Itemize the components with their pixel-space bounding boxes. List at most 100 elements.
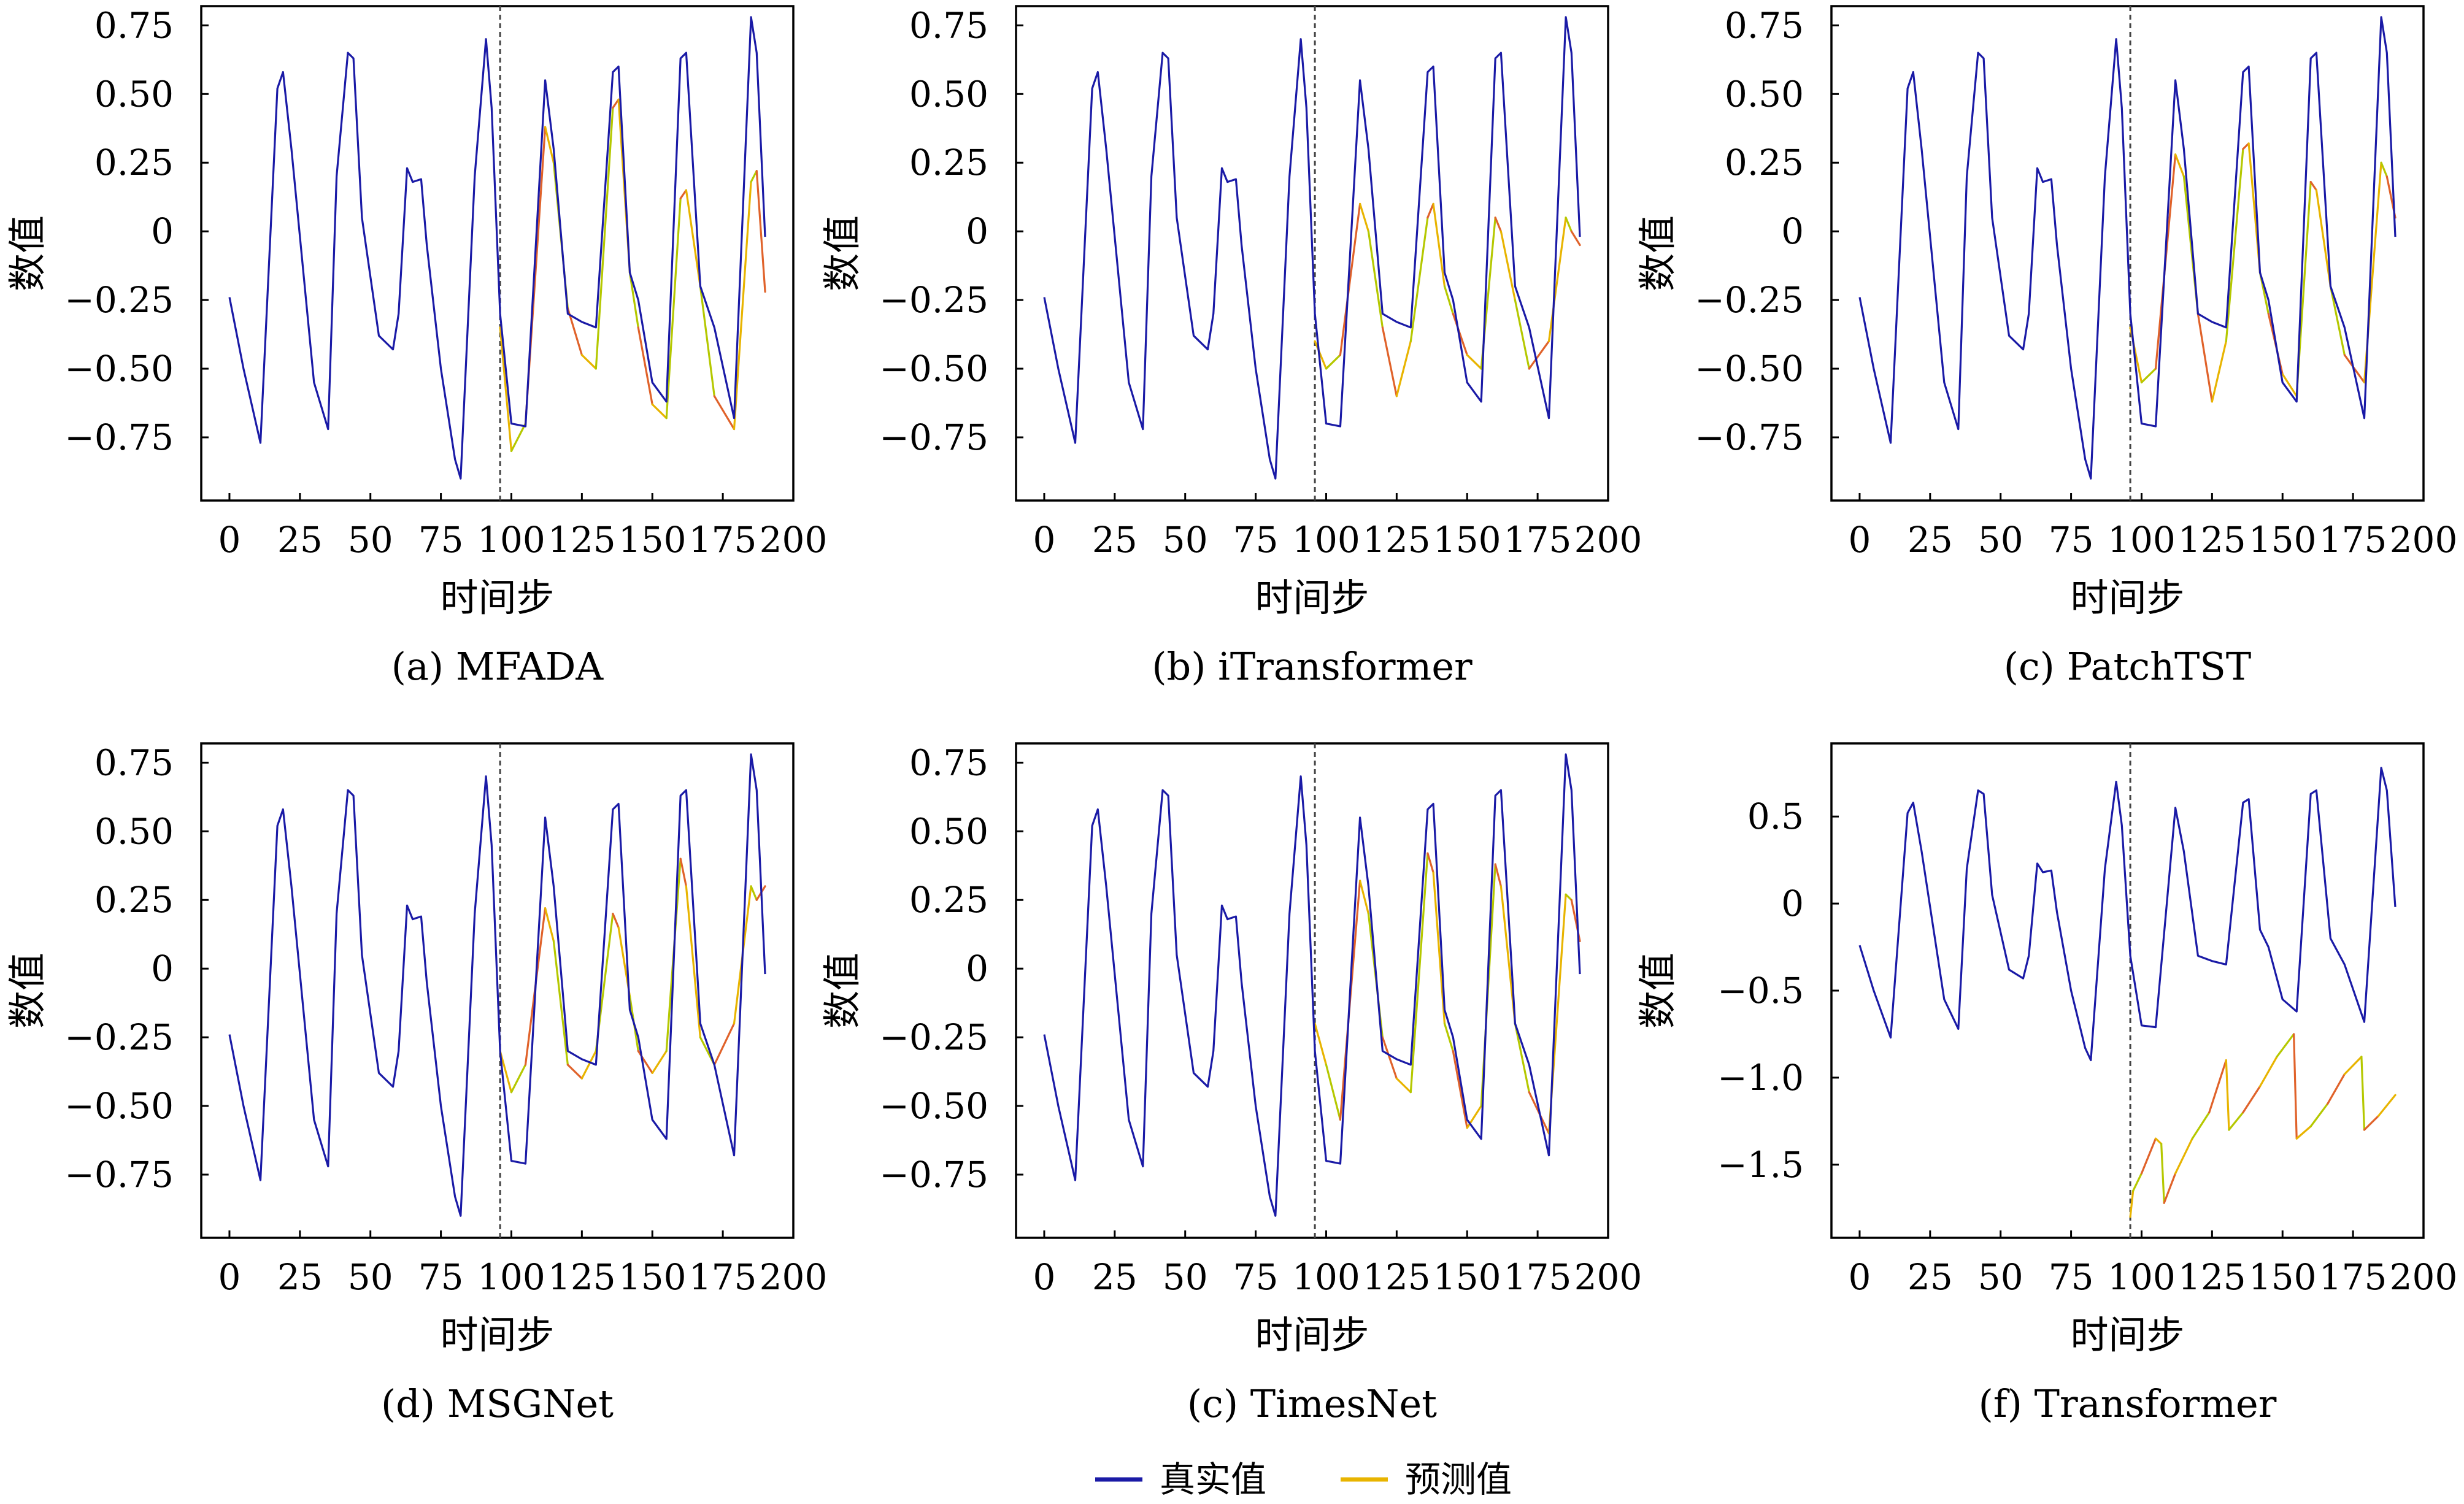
x-tick-label: 0 bbox=[218, 1256, 241, 1298]
legend-predicted-label: 预测值 bbox=[1405, 1459, 1512, 1500]
actual-line bbox=[228, 16, 766, 480]
y-tick-label: −0.25 bbox=[879, 1016, 988, 1058]
y-tick-label: 0.50 bbox=[94, 810, 174, 852]
predicted-line-segment bbox=[1466, 1105, 1482, 1129]
x-tick-label: 50 bbox=[1163, 1256, 1208, 1298]
predicted-line-segment bbox=[685, 885, 701, 1038]
y-tick-label: 0.25 bbox=[94, 142, 174, 183]
y-tick-label: 0.5 bbox=[1747, 796, 1804, 837]
predicted-line-segment bbox=[2211, 340, 2227, 403]
panel-caption: (a) MFADA bbox=[391, 644, 604, 689]
actual-line bbox=[228, 753, 766, 1217]
predicted-line-segment bbox=[2309, 1102, 2329, 1127]
y-tick-label: −0.75 bbox=[879, 1154, 988, 1195]
predicted-line-segment bbox=[1565, 893, 1573, 901]
chart-panel-5: 0 25 50 75 100 125 150 175 200 −0.75 −0.50 −0.25 0 0.… bbox=[820, 742, 1642, 1426]
x-tick-label: 175 bbox=[1504, 1256, 1572, 1298]
y-tick-label: −0.75 bbox=[1695, 416, 1804, 458]
actual-line bbox=[1043, 753, 1581, 1217]
x-tick-label: 125 bbox=[548, 1256, 616, 1298]
y-tick-label: −0.25 bbox=[1695, 279, 1804, 321]
predicted-line-segment bbox=[2154, 1137, 2163, 1145]
predicted-line-segment bbox=[685, 189, 701, 288]
x-tick-label: 175 bbox=[689, 1256, 757, 1298]
x-tick-label: 75 bbox=[418, 1256, 464, 1298]
x-tick-label: 125 bbox=[2178, 519, 2246, 561]
x-tick-label: 100 bbox=[477, 1256, 545, 1298]
predicted-line-segment bbox=[651, 403, 668, 420]
x-tick-label: 50 bbox=[348, 1256, 393, 1298]
x-tick-label: 100 bbox=[1292, 519, 1360, 561]
predicted-line-segment bbox=[1381, 1036, 1398, 1080]
predicted-line-segment bbox=[595, 107, 614, 370]
x-tick-label: 25 bbox=[1092, 1256, 1138, 1298]
x-tick-label: 150 bbox=[618, 1256, 687, 1298]
chart-panel-3: 0 25 50 75 100 125 150 175 200 −0.75 −0.50 −0.25 0 0.… bbox=[1635, 4, 2457, 689]
predicted-line-segment bbox=[1432, 202, 1446, 288]
chart-panels: 0 25 50 75 100 125 150 175 200−0.75−0.50−0.2500.… bbox=[5, 4, 2457, 1426]
predicted-line-segment bbox=[2309, 180, 2317, 191]
y-tick-label: 0.25 bbox=[94, 879, 174, 921]
y-tick-label: 0 bbox=[966, 948, 988, 989]
x-tick-label: 175 bbox=[689, 519, 757, 561]
chart-panel-1: 0 25 50 75 100 125 150 175 200 −0.75 −0.50 −0.25 0 0.… bbox=[5, 4, 827, 689]
x-tick-label: 175 bbox=[2319, 519, 2387, 561]
y-tick-label: 0.50 bbox=[1725, 73, 1804, 115]
y-tick-label: −0.75 bbox=[64, 416, 174, 458]
legend: 真实值 预测值 bbox=[1095, 1459, 1512, 1500]
predicted-line-segment bbox=[2363, 1115, 2380, 1131]
predicted-line-segment bbox=[1443, 1022, 1454, 1053]
x-tick-label: 0 bbox=[1848, 1256, 1871, 1298]
predicted-line-segment bbox=[2258, 1056, 2278, 1088]
predicted-line-segment bbox=[1494, 863, 1502, 888]
x-tick-label: 0 bbox=[1848, 519, 1871, 561]
predicted-line-segment bbox=[566, 1064, 583, 1080]
panel-caption: (c) TimesNet bbox=[1187, 1381, 1437, 1426]
x-tick-label: 0 bbox=[218, 519, 241, 561]
predicted-line-segment bbox=[713, 395, 736, 431]
predicted-line-segment bbox=[2327, 1073, 2346, 1105]
x-tick-label: 200 bbox=[2390, 519, 2458, 561]
x-axis-label: 时间步 bbox=[2070, 575, 2184, 620]
y-tick-label: −0.50 bbox=[879, 348, 988, 389]
predicted-line-segment bbox=[2295, 1125, 2312, 1140]
x-tick-label: 175 bbox=[2319, 1256, 2387, 1298]
predicted-line-segment bbox=[2140, 1137, 2157, 1175]
predicted-line-segment bbox=[544, 126, 555, 164]
predicted-line-segment bbox=[1452, 312, 1468, 356]
predicted-line-segment bbox=[2225, 1059, 2230, 1131]
y-tick-label: 0 bbox=[966, 210, 988, 252]
x-tick-label: 50 bbox=[1163, 519, 1208, 561]
y-tick-label: 0 bbox=[1781, 883, 1804, 924]
predicted-line-segment bbox=[2174, 153, 2185, 178]
y-tick-label: −0.75 bbox=[64, 1154, 174, 1195]
predicted-line-segment bbox=[2225, 148, 2244, 342]
predicted-line-segment bbox=[1452, 1049, 1468, 1129]
y-tick-label: −0.50 bbox=[64, 348, 174, 389]
predicted-line-segment bbox=[2293, 1033, 2298, 1140]
y-tick-label: −0.50 bbox=[64, 1085, 174, 1127]
y-axis-label: 数值 bbox=[5, 215, 50, 291]
x-tick-label: 100 bbox=[1292, 1256, 1360, 1298]
x-tick-label: 75 bbox=[2049, 1256, 2094, 1298]
predicted-line-segment bbox=[510, 423, 527, 453]
y-tick-label: −0.25 bbox=[879, 279, 988, 321]
predicted-line-segment bbox=[733, 180, 752, 431]
y-tick-label: 0 bbox=[151, 210, 174, 252]
predicted-line-segment bbox=[755, 170, 766, 293]
plot-frame bbox=[200, 742, 795, 1239]
predicted-line-segment bbox=[1432, 871, 1446, 1025]
x-axis-label: 时间步 bbox=[440, 1313, 554, 1357]
x-axis-label: 时间步 bbox=[1255, 1313, 1369, 1357]
predicted-line-segment bbox=[1494, 217, 1502, 232]
plot-frame bbox=[1015, 5, 1609, 502]
x-tick-label: 25 bbox=[1908, 519, 1953, 561]
y-tick-label: 0 bbox=[1781, 210, 1804, 252]
x-tick-label: 200 bbox=[2390, 1256, 2458, 1298]
x-tick-label: 50 bbox=[1978, 1256, 2023, 1298]
x-tick-label: 150 bbox=[1433, 519, 1501, 561]
predicted-line-segment bbox=[1314, 1022, 1328, 1066]
predicted-line-segment bbox=[1325, 1064, 1342, 1121]
x-axis-label: 时间步 bbox=[440, 575, 554, 620]
predicted-line-segment bbox=[750, 170, 758, 183]
